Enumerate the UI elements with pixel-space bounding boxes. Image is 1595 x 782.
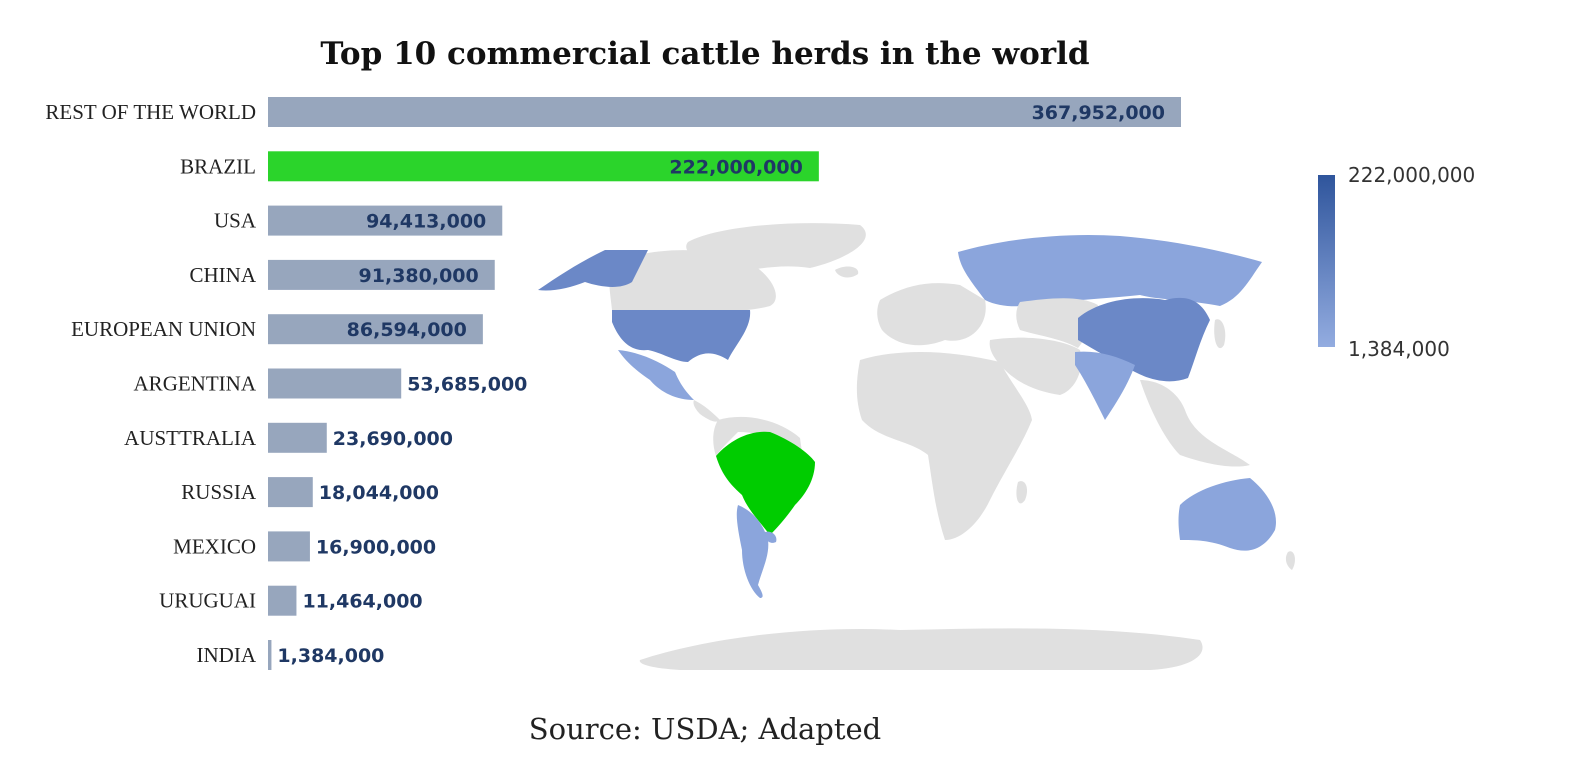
bar-usa — [268, 205, 503, 236]
bar-mexico — [268, 531, 310, 562]
value-label: 222,000,000 — [669, 156, 802, 178]
value-label: 91,380,000 — [359, 265, 479, 287]
map-china — [1078, 297, 1210, 382]
chart-title: Top 10 commercial cattle herds in the wo… — [320, 36, 1090, 72]
bar-china — [268, 259, 495, 290]
map-brazil — [716, 431, 815, 535]
legend-max-label: 222,000,000 — [1348, 163, 1475, 187]
legend-gradient-bar — [1318, 175, 1335, 347]
legend-min-label: 1,384,000 — [1348, 337, 1450, 361]
map-argentina — [736, 505, 769, 598]
value-label: 11,464,000 — [302, 591, 422, 613]
value-label: 1,384,000 — [277, 645, 384, 667]
category-label: REST OF THE WORLD — [45, 100, 256, 124]
category-label: USA — [214, 209, 257, 233]
map-africa — [856, 351, 1032, 540]
category-label: CHINA — [190, 263, 257, 287]
map-india — [1075, 351, 1135, 420]
value-label: 16,900,000 — [316, 536, 436, 558]
map-iceland — [835, 266, 859, 278]
bar-argentina — [268, 368, 402, 399]
category-label: RUSSIA — [181, 480, 257, 504]
bar-european-union — [268, 314, 483, 345]
map-usa — [612, 310, 751, 362]
bar-rest-of-the-world — [268, 97, 1181, 127]
map-central-america — [693, 400, 720, 422]
map-alaska — [538, 250, 648, 291]
map-central-asia — [1016, 298, 1098, 348]
map-southeast-asia — [1140, 380, 1250, 467]
bar-india — [268, 640, 272, 670]
value-label: 53,685,000 — [407, 374, 527, 396]
value-label: 367,952,000 — [1032, 102, 1165, 124]
bar-uruguai — [268, 585, 297, 616]
bar-russia — [268, 477, 313, 508]
map-antarctica — [639, 628, 1203, 670]
value-label: 23,690,000 — [333, 428, 453, 450]
value-label: 18,044,000 — [319, 482, 439, 504]
map-russia — [958, 234, 1262, 307]
map-europe — [877, 283, 986, 346]
map-mexico — [618, 350, 694, 400]
bar-brazil — [268, 151, 819, 182]
map-madagascar — [1016, 481, 1028, 504]
category-label: ARGENTINA — [134, 372, 257, 396]
category-label: MEXICO — [173, 534, 256, 558]
world-map — [538, 223, 1295, 670]
category-label: INDIA — [197, 643, 257, 667]
category-label: BRAZIL — [180, 154, 256, 178]
category-label: URUGUAI — [159, 589, 256, 613]
bar-austtralia — [268, 422, 327, 453]
bars-group: REST OF THE WORLD 367,952,000 BRAZIL 222,00… — [45, 97, 1181, 670]
map-canada — [609, 250, 776, 312]
value-label: 94,413,000 — [366, 211, 486, 233]
map-middle-east — [989, 337, 1082, 395]
map-australia — [1178, 478, 1276, 551]
map-uruguay — [764, 531, 777, 543]
value-label: 86,594,000 — [347, 319, 467, 341]
map-north-south-america — [713, 416, 802, 456]
category-label: AUSTTRALIA — [124, 426, 257, 450]
category-label: EUROPEAN UNION — [71, 317, 256, 341]
map-japan — [1214, 319, 1226, 349]
color-scale-legend: 222,000,000 1,384,000 — [1318, 163, 1475, 361]
map-new-zealand — [1285, 551, 1295, 570]
source-note: Source: USDA; Adapted — [528, 712, 882, 746]
